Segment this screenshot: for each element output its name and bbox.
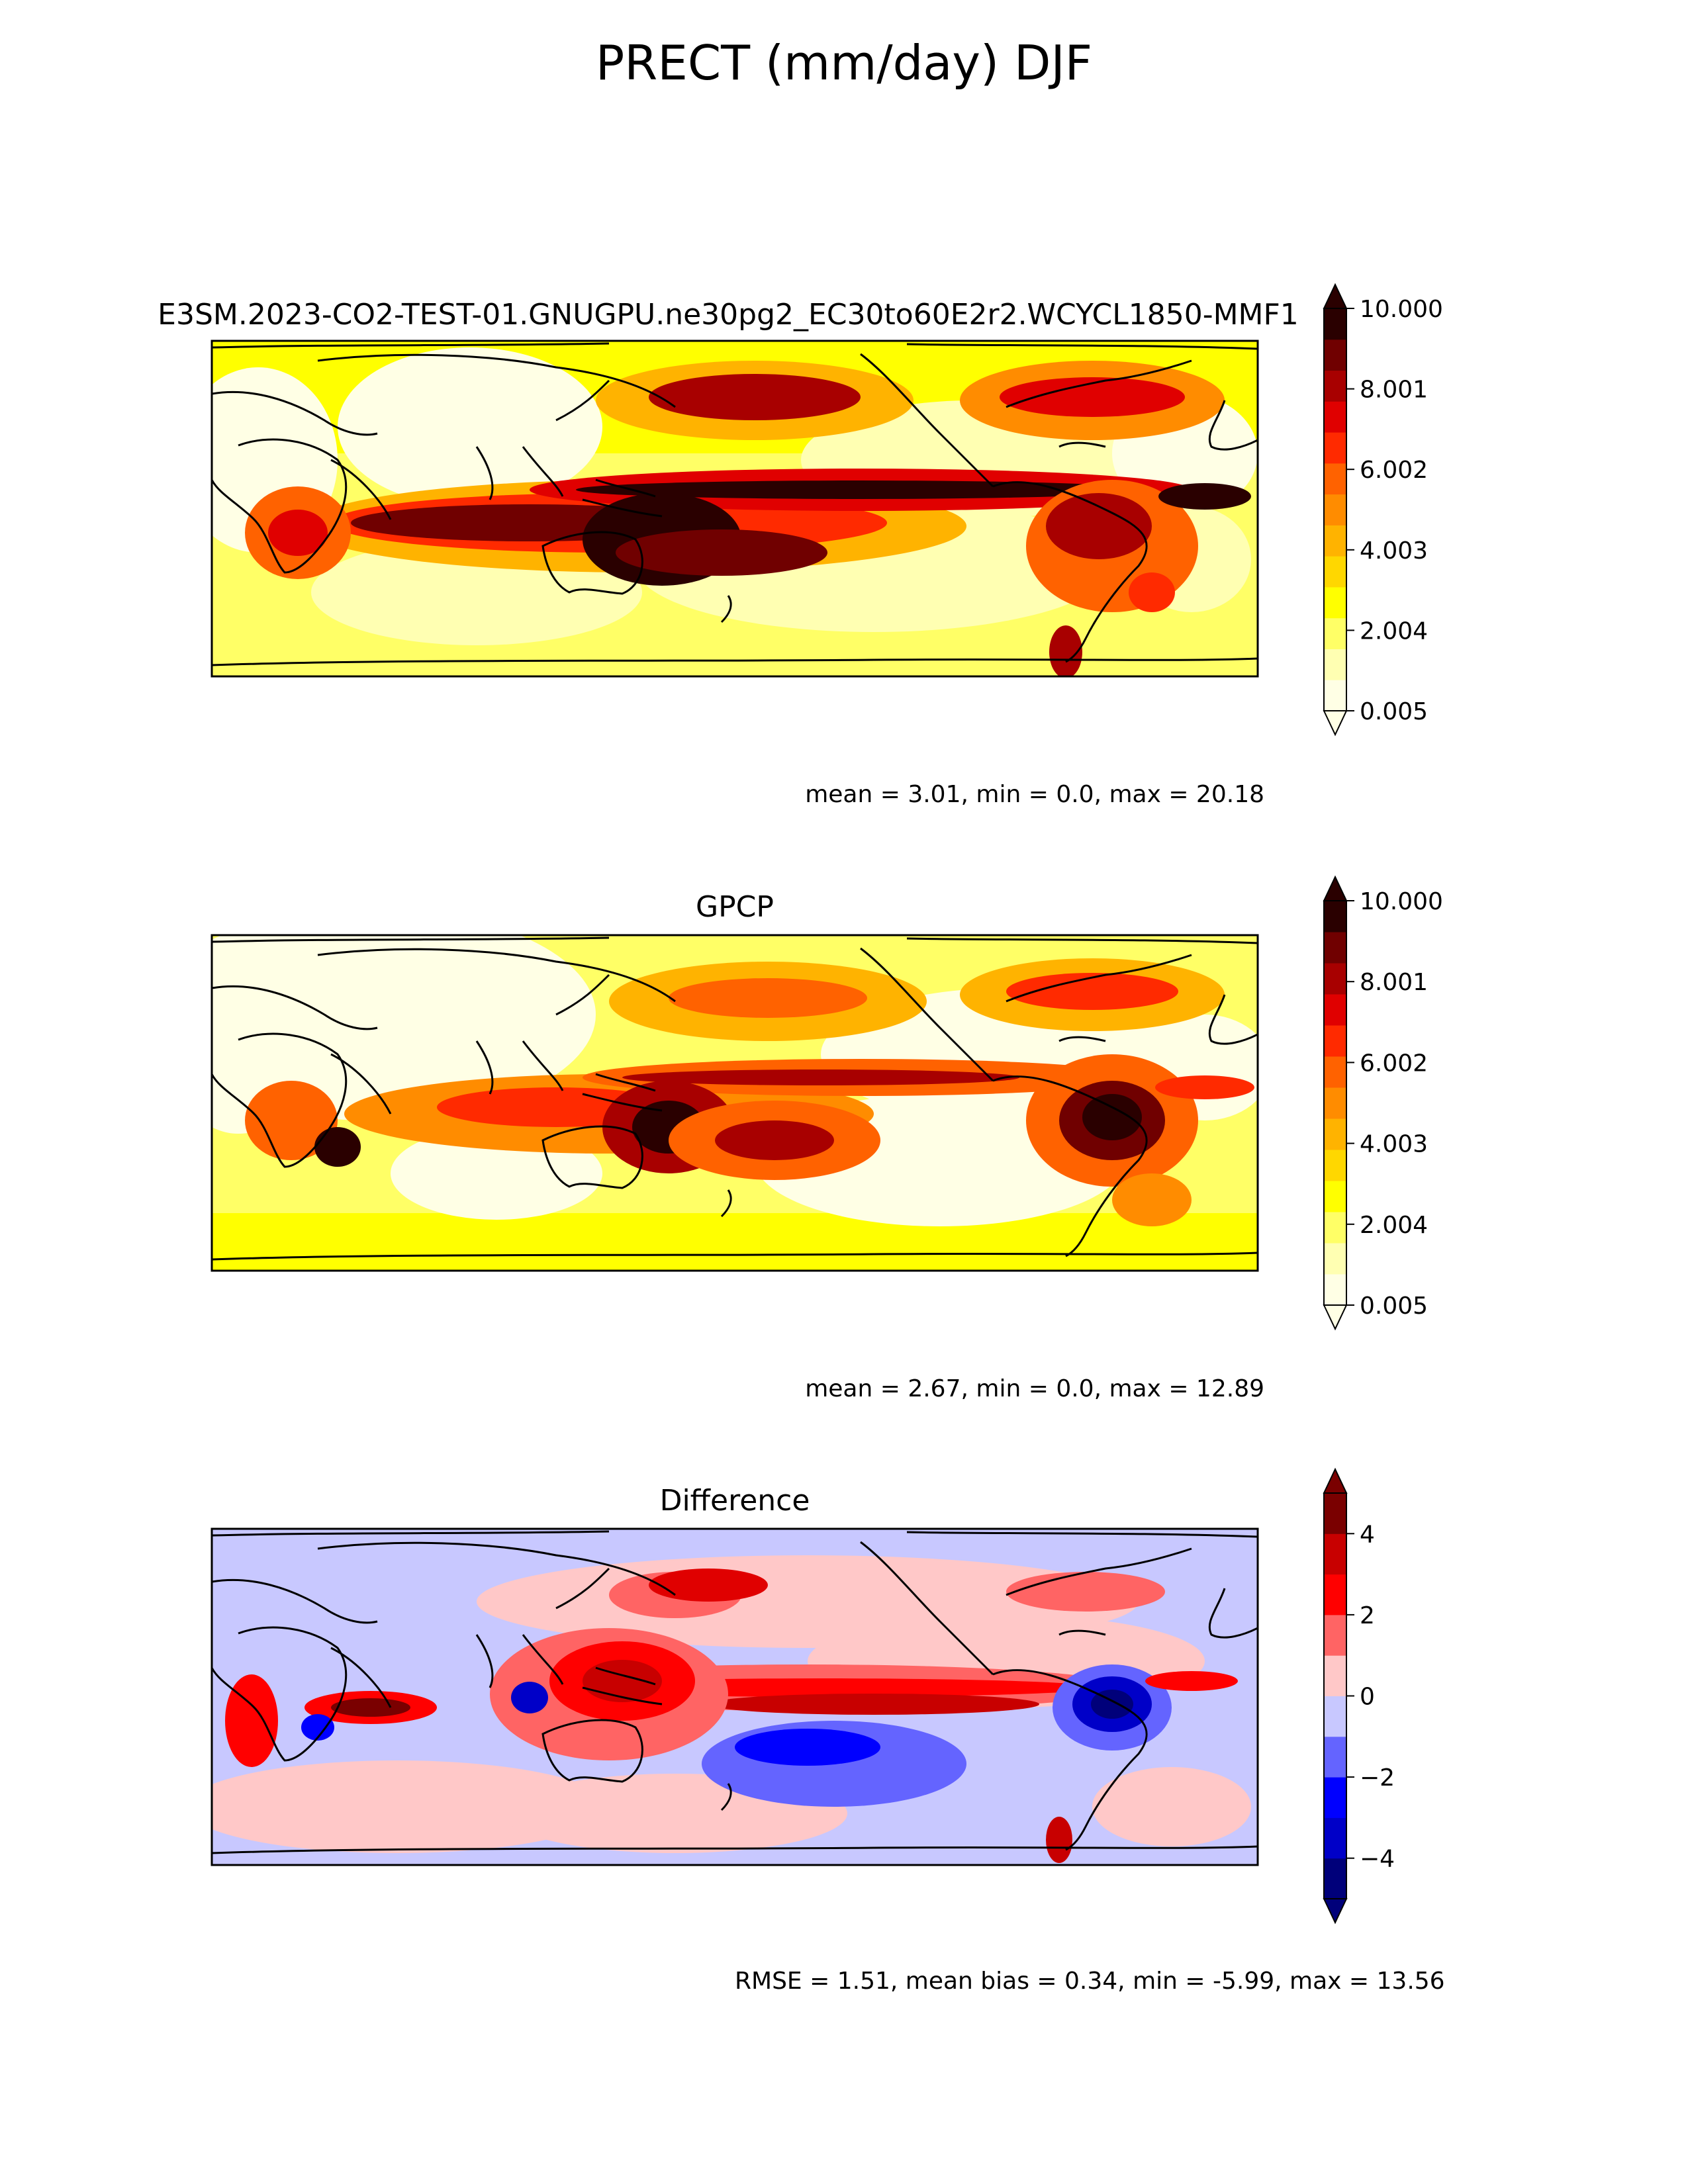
- colorbar-segment: [1324, 1736, 1346, 1778]
- colorbar-tick-label: 0.005: [1360, 698, 1428, 725]
- colorbar-extend-max: [1323, 283, 1348, 309]
- colorbar-tick-label: 4.003: [1360, 537, 1428, 565]
- colorbar-tick-label: 8.001: [1360, 377, 1428, 404]
- colorbar-extend-max: [1323, 1467, 1348, 1494]
- colorbar-segment: [1324, 494, 1346, 525]
- colorbar-segment: [1324, 1533, 1346, 1575]
- colorbar-tick-label: 2.004: [1360, 1212, 1428, 1239]
- colorbar-extend-max: [1323, 875, 1348, 901]
- colorbar-segment: [1324, 1243, 1346, 1275]
- colorbar-segment: [1324, 370, 1346, 402]
- colorbar-test: 10.000 8.001 6.002 4.003 2.004 0.005: [1323, 283, 1443, 737]
- colorbar-outline: [1323, 900, 1347, 1306]
- colorbar-segment: [1324, 1274, 1346, 1306]
- panel-difference-stats: RMSE = 1.51, mean bias = 0.34, min = -5.…: [735, 1968, 1445, 1995]
- panel-test-title: E3SM.2023-CO2-TEST-01.GNUGPU.ne30pg2_EC3…: [158, 298, 1299, 332]
- colorbar-segment: [1324, 1696, 1346, 1737]
- colorbar-segment: [1324, 1777, 1346, 1818]
- colorbar-tick-label: 10.000: [1360, 888, 1443, 915]
- colorbar-tick-label: 4.003: [1360, 1131, 1428, 1158]
- colorbar-segment: [1324, 1212, 1346, 1244]
- colorbar-tick-label: 0.005: [1360, 1293, 1428, 1320]
- colorbar-segment: [1324, 525, 1346, 557]
- colorbar-segment: [1324, 463, 1346, 495]
- precip-field-reference: [212, 935, 1258, 1271]
- colorbar-segment: [1324, 1655, 1346, 1696]
- panel-test-stats: mean = 3.01, min = 0.0, max = 20.18: [805, 781, 1264, 808]
- colorbar-segment: [1324, 1118, 1346, 1150]
- colorbar-tick-label: −2: [1360, 1764, 1395, 1792]
- colorbar-segment: [1324, 1493, 1346, 1534]
- colorbar-segment: [1324, 556, 1346, 588]
- colorbar-segment: [1324, 901, 1346, 933]
- map-difference: [212, 1529, 1258, 1865]
- colorbar-segment: [1324, 680, 1346, 711]
- colorbar-difference: 4 2 0 −2 −4: [1323, 1467, 1395, 1925]
- colorbar-segment: [1324, 617, 1346, 649]
- colorbar-tick-label: 0: [1360, 1684, 1375, 1711]
- colorbar-segment: [1324, 1025, 1346, 1057]
- colorbar-tick-label: 2: [1360, 1602, 1375, 1629]
- colorbar-segment: [1324, 1056, 1346, 1088]
- colorbar-segment: [1324, 932, 1346, 964]
- map-test: [212, 341, 1258, 676]
- panel-difference: Difference RMSE = 1.51, mean bias = 0.34…: [211, 1467, 1445, 1995]
- diff-field: [212, 1529, 1258, 1865]
- colorbar-segment: [1324, 1614, 1346, 1656]
- colorbar-segment: [1324, 1087, 1346, 1119]
- colorbar-segment: [1324, 586, 1346, 619]
- colorbar-tick-label: 10.000: [1360, 296, 1443, 323]
- colorbar-segment: [1324, 994, 1346, 1026]
- colorbar-tick-label: 8.001: [1360, 969, 1428, 996]
- colorbar-tick-label: 6.002: [1360, 1050, 1428, 1077]
- colorbar-segment: [1324, 401, 1346, 433]
- colorbar-tick-label: 2.004: [1360, 617, 1428, 645]
- colorbar-segment: [1324, 649, 1346, 680]
- panel-reference-title: GPCP: [696, 890, 774, 924]
- panel-difference-title: Difference: [660, 1484, 810, 1518]
- colorbar-segment: [1324, 1181, 1346, 1212]
- colorbar-tick-label: 4: [1360, 1521, 1375, 1548]
- colorbar-segment: [1324, 1574, 1346, 1615]
- colorbar-extend-min: [1323, 710, 1348, 737]
- map-test-frame: [211, 340, 1259, 678]
- panel-reference-stats: mean = 2.67, min = 0.0, max = 12.89: [805, 1375, 1264, 1402]
- map-difference-frame: [211, 1527, 1259, 1866]
- colorbar-segment: [1324, 432, 1346, 464]
- colorbar-tick-label: −4: [1360, 1846, 1395, 1873]
- map-reference: [212, 935, 1258, 1271]
- colorbar-segment: [1324, 339, 1346, 371]
- colorbar-segment: [1324, 308, 1346, 340]
- colorbar-extend-min: [1323, 1898, 1348, 1925]
- precip-field-test: [212, 341, 1258, 676]
- colorbar-reference: 10.000 8.001 6.002 4.003 2.004 0.005: [1323, 875, 1443, 1331]
- figure-title: PRECT (mm/day) DJF: [596, 35, 1092, 91]
- colorbar-segment: [1324, 1858, 1346, 1899]
- colorbar-outline: [1323, 308, 1347, 711]
- panel-test: E3SM.2023-CO2-TEST-01.GNUGPU.ne30pg2_EC3…: [158, 283, 1443, 808]
- colorbar-segment: [1324, 963, 1346, 995]
- colorbar-tick-label: 6.002: [1360, 457, 1428, 484]
- map-reference-frame: [211, 934, 1259, 1272]
- panel-reference: GPCP mean = 2.67, min = 0.0, max = 12.89…: [211, 875, 1443, 1402]
- colorbar-segment: [1324, 1150, 1346, 1181]
- colorbar-extend-min: [1323, 1304, 1348, 1331]
- colorbar-segment: [1324, 1817, 1346, 1859]
